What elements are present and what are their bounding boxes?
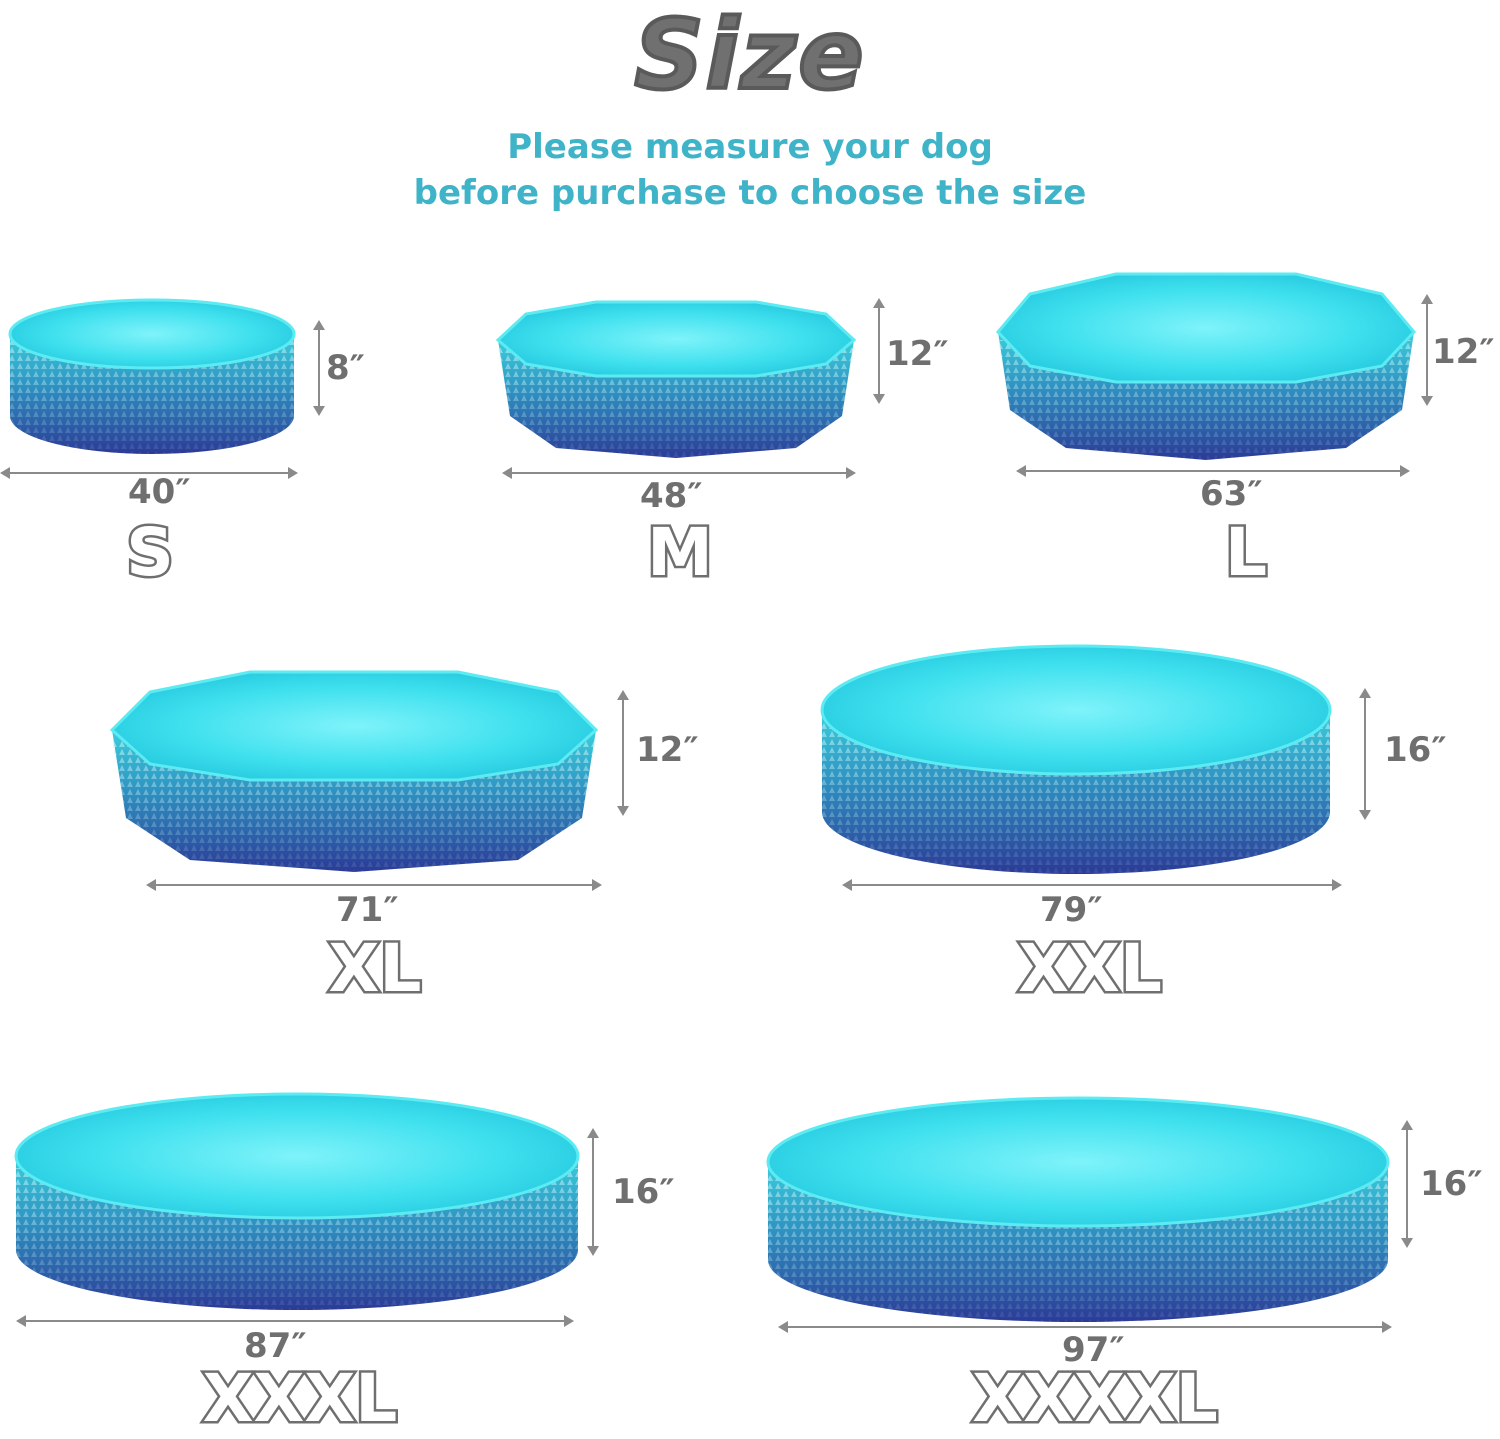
pool-m-label: M (645, 512, 716, 594)
pool-xxxxl-label: XXXXL (970, 1358, 1221, 1439)
page-title: Size (632, 0, 866, 112)
pool-s-label: S (124, 512, 177, 594)
pool-xxxxl-diameter: 97″ (1062, 1330, 1125, 1370)
pool-xl-height: 12″ (636, 730, 699, 770)
pool-xxl-label: XXL (1016, 928, 1165, 1010)
pool-xxl-height: 16″ (1384, 730, 1447, 770)
pool-xxl (820, 642, 1332, 878)
pool-s-image (8, 298, 296, 454)
pool-xl-image (109, 670, 599, 872)
pool-xl-label: XL (326, 928, 424, 1010)
pool-xl (109, 668, 599, 878)
pool-s (8, 298, 296, 458)
pool-m-diameter: 48″ (640, 476, 703, 516)
pool-m (495, 298, 858, 468)
pool-xxxl-diameter: 87″ (244, 1326, 307, 1366)
pool-xl-diameter: 71″ (336, 890, 399, 930)
pool-l-image (995, 272, 1417, 460)
pool-xxxxl (766, 1094, 1390, 1326)
pool-xxxxl-height: 16″ (1420, 1164, 1483, 1204)
pool-xxxl-image (14, 1092, 580, 1310)
pool-xxxl-label: XXXL (200, 1358, 400, 1439)
subtitle-line-1: Please measure your dog (507, 127, 993, 167)
pool-xxl-image (820, 644, 1332, 874)
pool-s-diameter: 40″ (128, 472, 191, 512)
pool-xxxl-height: 16″ (612, 1172, 675, 1212)
pool-m-image (495, 300, 857, 458)
pool-xxxxl-image (766, 1096, 1390, 1322)
pool-l (995, 270, 1417, 466)
pool-s-height: 8″ (326, 348, 365, 388)
subtitle-line-2: before purchase to choose the size (413, 173, 1087, 213)
pool-l-height: 12″ (1432, 332, 1495, 372)
pool-xxxl (14, 1090, 580, 1314)
pool-m-height: 12″ (886, 334, 949, 374)
pool-xxl-diameter: 79″ (1040, 890, 1103, 930)
pool-l-label: L (1222, 512, 1269, 594)
pool-l-diameter: 63″ (1200, 474, 1263, 514)
